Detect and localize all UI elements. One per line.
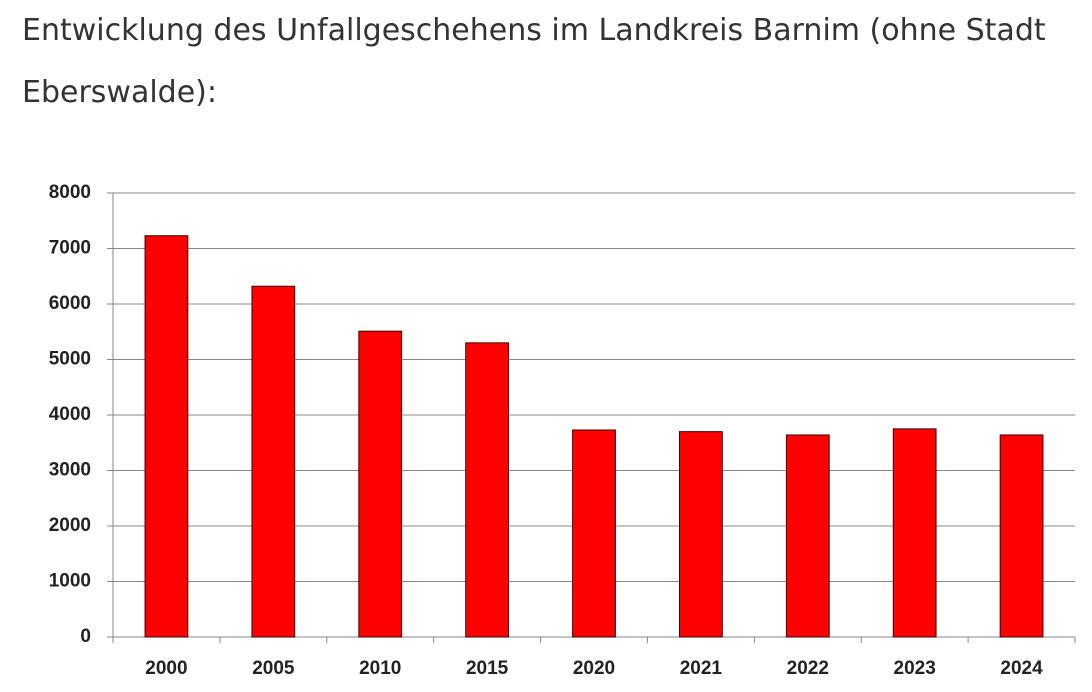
bar [144,235,189,638]
x-tick-label: 2021 [680,658,723,679]
y-tick-label: 1000 [49,571,91,592]
y-tick-label: 8000 [49,182,91,203]
y-tick-label: 2000 [49,515,91,536]
y-tick-label: 0 [80,626,91,647]
y-tick-label: 3000 [49,460,91,481]
bar [785,434,830,638]
chart-title: Entwicklung des Unfallgeschehens im Land… [22,13,1046,110]
x-tick-label: 2024 [1000,658,1043,679]
y-tick-label: 5000 [49,349,91,370]
y-tick-label: 6000 [49,293,91,314]
x-tick-label: 2005 [252,658,295,679]
y-tick-label: 7000 [49,238,91,259]
x-tick-label: 2020 [573,658,615,679]
bar [892,428,937,638]
x-tick-label: 2000 [145,658,187,679]
bar [251,285,296,638]
bar [572,429,616,638]
bar [999,434,1044,638]
bar [465,342,509,638]
bar [679,431,723,638]
x-tick-label: 2010 [359,658,401,679]
x-tick-label: 2023 [894,658,936,679]
y-tick-label: 4000 [49,404,91,425]
x-tick-label: 2022 [787,658,829,679]
bar [358,330,403,638]
x-tick-label: 2015 [466,658,509,679]
